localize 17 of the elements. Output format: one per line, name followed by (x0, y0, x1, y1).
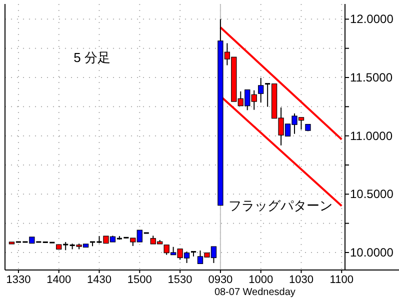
y-tick-label: 10.0000 (350, 246, 394, 260)
text: 08-07 Wednesday (214, 287, 296, 298)
x-tick-label: 0930 (208, 274, 233, 286)
annotation: フラッグパターン (228, 198, 332, 213)
y-tick-label: 12.0000 (350, 12, 394, 26)
x-tick-label: 1000 (248, 274, 274, 286)
x-tick-label: 1030 (288, 274, 314, 286)
annotation: 5 分足 (74, 50, 110, 65)
y-tick-label: 10.5000 (350, 187, 394, 202)
x-tick-label: 1100 (330, 274, 354, 286)
y-tick-label: 11.5000 (350, 70, 393, 84)
x-tick-label: 1530 (168, 274, 192, 286)
x-tick-label: 1330 (6, 274, 31, 286)
x-tick-label: 1500 (127, 274, 152, 286)
y-tick-label: 11.0000 (350, 128, 393, 143)
x-tick-label: 1400 (46, 274, 72, 286)
x-tick-label: 1430 (87, 274, 112, 286)
